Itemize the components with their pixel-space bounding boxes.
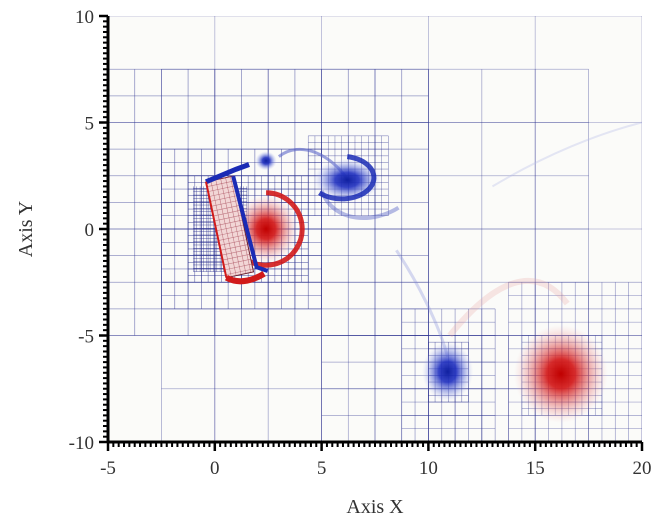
plate-mesh-line	[208, 185, 236, 192]
plate-mesh-line	[214, 214, 242, 222]
plate-mesh-line	[206, 180, 235, 188]
plate-mesh-line	[212, 205, 240, 212]
vortex-layer	[229, 151, 608, 423]
plate-mesh-line	[230, 176, 252, 273]
tick-labels: -5 0 5 10 15 20 -10 -5 0 5 10	[69, 7, 652, 479]
body-layer	[205, 162, 269, 285]
x-axis-title: Axis X	[346, 496, 404, 518]
wake-trail-mid	[319, 189, 400, 220]
shear-layer-bottom	[224, 271, 266, 285]
plate-edge	[205, 181, 228, 278]
x-tick-label: 5	[317, 458, 327, 479]
y-tick-label: 5	[85, 114, 95, 135]
plate-mesh-line	[219, 239, 247, 246]
plate-mesh-line	[225, 268, 253, 276]
y-tick-label: 0	[85, 220, 95, 241]
plate-mesh-line	[218, 234, 246, 241]
plate-mesh-line	[209, 190, 237, 197]
y-axis-title: Axis Y	[15, 201, 37, 257]
vortex-core	[255, 151, 277, 171]
wake-trail-red-far	[447, 277, 570, 338]
shear-layer-right	[231, 175, 269, 273]
plate-mesh-line	[225, 177, 247, 274]
plate-mesh-line	[211, 200, 239, 207]
plate-mesh-line	[223, 258, 251, 266]
plate-mesh-line	[224, 263, 252, 271]
y-tick-label: -10	[69, 433, 94, 454]
x-tick-label: 0	[210, 458, 220, 479]
axes	[99, 14, 644, 451]
plate-mesh-line	[215, 179, 237, 276]
x-tick-label: 10	[419, 458, 438, 479]
y-tick-label: -5	[78, 327, 94, 348]
plate-mesh-line	[216, 224, 244, 232]
vortex-spiral-arm	[318, 154, 377, 202]
plate-body	[205, 162, 269, 285]
wake-trail-faint	[491, 121, 642, 188]
y-tick-label: 10	[75, 7, 94, 28]
vortex-core	[421, 341, 474, 402]
plate-mesh-line	[220, 244, 248, 251]
plate-mesh-line	[222, 254, 250, 261]
plate-mesh-line	[210, 180, 232, 277]
x-tick-label: 20	[633, 458, 652, 479]
plate-mesh-line	[210, 195, 238, 202]
plate-mesh-line	[221, 249, 249, 256]
x-tick-label: -5	[100, 458, 116, 479]
vortex-core	[513, 324, 608, 423]
x-tick-label: 15	[526, 458, 545, 479]
plate-mesh-line	[213, 210, 241, 217]
plate-mesh-line	[217, 229, 245, 236]
shear-layer-top	[205, 162, 250, 185]
plate-mesh-line	[215, 219, 243, 227]
plate-mesh-line	[220, 178, 242, 275]
